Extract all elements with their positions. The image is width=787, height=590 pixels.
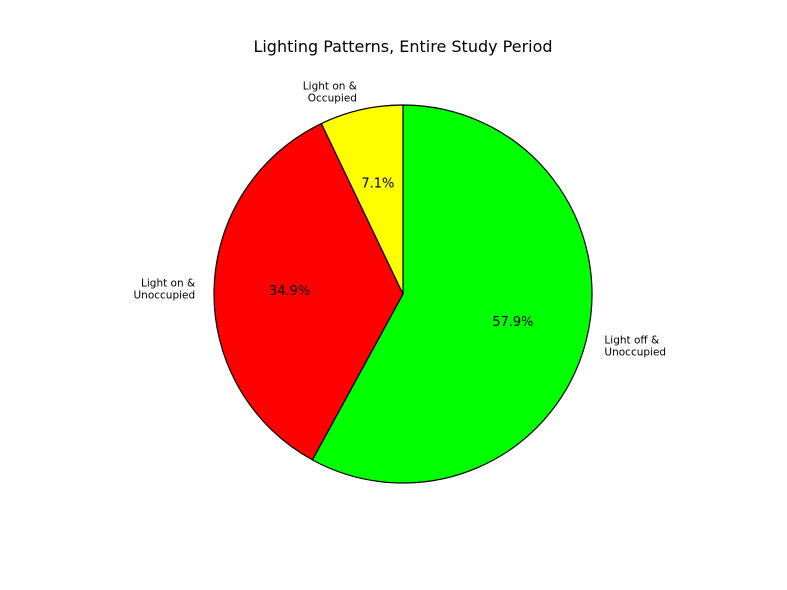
slice-category-label: Light on & Unoccupied [133, 277, 195, 301]
pie-slice [213, 122, 404, 461]
slice-category-label-line: Unoccupied [133, 289, 195, 301]
slice-category-label-line: Unoccupied [604, 346, 666, 358]
slice-percent-label: 34.9% [269, 284, 310, 299]
slice-category-label-line: Occupied [308, 92, 357, 104]
chart-title: Lighting Patterns, Entire Study Period [253, 37, 552, 56]
slice-percent-label: 7.1% [361, 176, 394, 191]
slice-category-label-line: Light off & [604, 334, 659, 346]
pie-slice [311, 104, 593, 484]
slice-category-label-line: Light on & [141, 277, 195, 289]
pie-slice [320, 104, 404, 295]
slice-percent-label: 57.9% [492, 315, 533, 330]
slice-category-label: Light off & Unoccupied [604, 334, 666, 358]
slice-category-label: Light on & Occupied [303, 80, 357, 104]
slice-category-label-line: Light on & [303, 80, 357, 92]
